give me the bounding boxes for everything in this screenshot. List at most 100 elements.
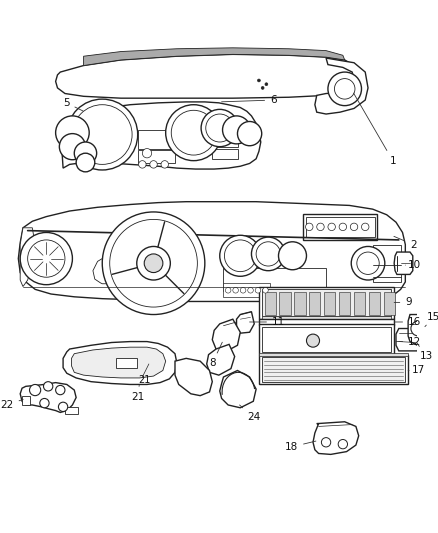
Circle shape [350, 223, 358, 231]
Polygon shape [212, 319, 240, 352]
Circle shape [223, 116, 251, 144]
Text: 6: 6 [222, 95, 277, 105]
Polygon shape [71, 347, 166, 378]
Circle shape [237, 122, 262, 146]
Text: 10: 10 [405, 260, 421, 270]
Bar [223, 268, 326, 291]
Circle shape [150, 160, 157, 168]
Circle shape [317, 223, 324, 231]
Text: 13: 13 [417, 343, 433, 361]
Text: 17: 17 [408, 366, 425, 375]
Bar [324, 292, 336, 314]
Bar [373, 245, 401, 282]
Circle shape [328, 72, 361, 106]
Circle shape [166, 104, 222, 160]
Circle shape [361, 223, 369, 231]
Circle shape [224, 240, 256, 272]
Circle shape [56, 385, 65, 395]
Circle shape [74, 142, 97, 164]
Bar [212, 135, 238, 147]
Polygon shape [175, 358, 212, 395]
Circle shape [263, 287, 268, 293]
Bar [265, 292, 276, 314]
Bar [262, 317, 391, 321]
Circle shape [72, 104, 132, 164]
Circle shape [335, 78, 355, 99]
Bar [259, 324, 394, 354]
Circle shape [220, 235, 261, 276]
Text: 12: 12 [396, 336, 421, 346]
Polygon shape [220, 370, 256, 408]
Polygon shape [408, 314, 427, 345]
Circle shape [161, 160, 169, 168]
Circle shape [29, 384, 41, 395]
Circle shape [110, 220, 198, 307]
Circle shape [56, 116, 89, 149]
Polygon shape [93, 254, 147, 284]
Circle shape [258, 79, 260, 82]
Bar [306, 216, 374, 237]
Bar [369, 292, 380, 314]
Circle shape [328, 223, 336, 231]
Circle shape [279, 242, 307, 270]
Circle shape [20, 232, 72, 285]
Text: 21: 21 [138, 375, 150, 385]
Circle shape [265, 83, 268, 86]
Text: 5: 5 [63, 98, 83, 111]
Bar [65, 407, 78, 414]
Circle shape [206, 114, 234, 142]
FancyBboxPatch shape [296, 332, 342, 349]
Circle shape [338, 440, 347, 449]
Polygon shape [18, 201, 405, 302]
Polygon shape [56, 54, 359, 98]
Bar [138, 150, 175, 163]
Polygon shape [63, 342, 177, 384]
Polygon shape [396, 328, 419, 351]
Circle shape [171, 110, 216, 155]
Polygon shape [140, 259, 167, 278]
Bar [384, 292, 395, 314]
Circle shape [251, 237, 285, 271]
Circle shape [351, 246, 385, 280]
Circle shape [255, 287, 261, 293]
Text: 16: 16 [394, 317, 421, 327]
Text: 2: 2 [394, 236, 417, 249]
Circle shape [142, 149, 152, 158]
Bar [294, 292, 306, 314]
Bar [309, 292, 321, 314]
Text: 18: 18 [285, 441, 316, 452]
Circle shape [102, 212, 205, 314]
Circle shape [306, 223, 313, 231]
Circle shape [256, 242, 280, 266]
Circle shape [67, 99, 138, 170]
Polygon shape [84, 48, 345, 66]
Text: 1: 1 [353, 93, 396, 166]
Circle shape [240, 287, 246, 293]
Text: 9: 9 [394, 297, 412, 308]
Polygon shape [20, 383, 76, 413]
Bar [116, 358, 137, 368]
Circle shape [411, 321, 426, 336]
Bar [262, 327, 391, 352]
Bar [259, 353, 408, 357]
Circle shape [138, 160, 146, 168]
Circle shape [339, 223, 346, 231]
Text: 11: 11 [250, 317, 285, 327]
Bar [259, 319, 394, 325]
Circle shape [137, 246, 170, 280]
Bar [212, 149, 238, 159]
Circle shape [201, 109, 238, 147]
Polygon shape [394, 252, 413, 274]
Text: 24: 24 [240, 405, 260, 423]
Circle shape [357, 252, 379, 274]
Bar [259, 287, 394, 319]
Bar [22, 395, 29, 405]
Bar [262, 358, 405, 382]
Text: 22: 22 [0, 399, 23, 410]
Bar [262, 289, 391, 317]
Polygon shape [207, 344, 235, 375]
Circle shape [144, 254, 163, 272]
Bar [303, 214, 378, 240]
Bar [354, 292, 365, 314]
Circle shape [261, 86, 264, 90]
